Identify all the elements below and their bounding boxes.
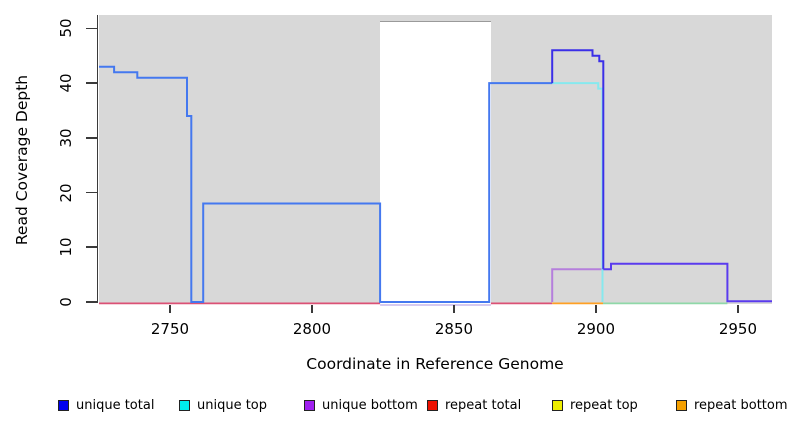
x-axis-title: Coordinate in Reference Genome: [306, 355, 564, 373]
y-tick-mark: [86, 137, 97, 139]
legend-label: unique total: [76, 398, 155, 413]
y-tick-mark: [86, 27, 97, 30]
legend-swatch-icon: [552, 400, 563, 411]
y-axis-line: [96, 15, 99, 303]
legend-item-unique-bottom: unique bottom: [304, 398, 418, 413]
y-tick-mark: [86, 191, 97, 194]
legend-label: repeat top: [570, 398, 638, 413]
legend-label: repeat total: [445, 398, 522, 413]
legend-swatch-icon: [179, 400, 190, 411]
legend-item-unique-total: unique total: [58, 398, 154, 413]
y-tick-mark: [86, 246, 97, 249]
legend-item-repeat-bottom: repeat bottom: [676, 398, 788, 413]
x-tick-label: 2750: [150, 320, 190, 338]
legend-label: unique top: [197, 398, 268, 413]
x-tick-mark: [311, 305, 313, 313]
y-tick-label: 50: [57, 18, 75, 38]
legend-swatch-icon: [58, 400, 69, 411]
legend-label: repeat bottom: [694, 398, 788, 413]
legend-item-repeat-top: repeat top: [552, 398, 638, 413]
x-tick-mark: [595, 305, 597, 313]
x-tick-label: 2900: [576, 320, 616, 338]
x-tick-mark: [737, 305, 739, 313]
y-axis-title: Read Coverage Depth: [13, 74, 31, 246]
y-tick-label: 20: [57, 183, 75, 203]
x-tick-mark: [453, 305, 455, 313]
legend-item-repeat-total: repeat total: [427, 398, 521, 413]
x-tick-mark: [169, 305, 171, 313]
legend-swatch-icon: [676, 400, 687, 411]
x-tick-label: 2800: [292, 320, 332, 338]
x-tick-label: 2850: [434, 320, 474, 338]
x-tick-label: 2950: [718, 320, 758, 338]
legend-swatch-icon: [427, 400, 438, 411]
y-tick-label: 40: [57, 73, 75, 93]
y-tick-label: 10: [57, 237, 75, 257]
y-tick-mark: [86, 82, 97, 84]
y-tick-mark: [86, 301, 97, 303]
legend-swatch-icon: [304, 400, 315, 411]
highlight-region: [380, 21, 491, 305]
y-tick-label: 30: [57, 128, 75, 148]
y-tick-label: 0: [57, 297, 75, 307]
legend-label: unique bottom: [322, 398, 418, 413]
legend-item-unique-top: unique top: [179, 398, 267, 413]
